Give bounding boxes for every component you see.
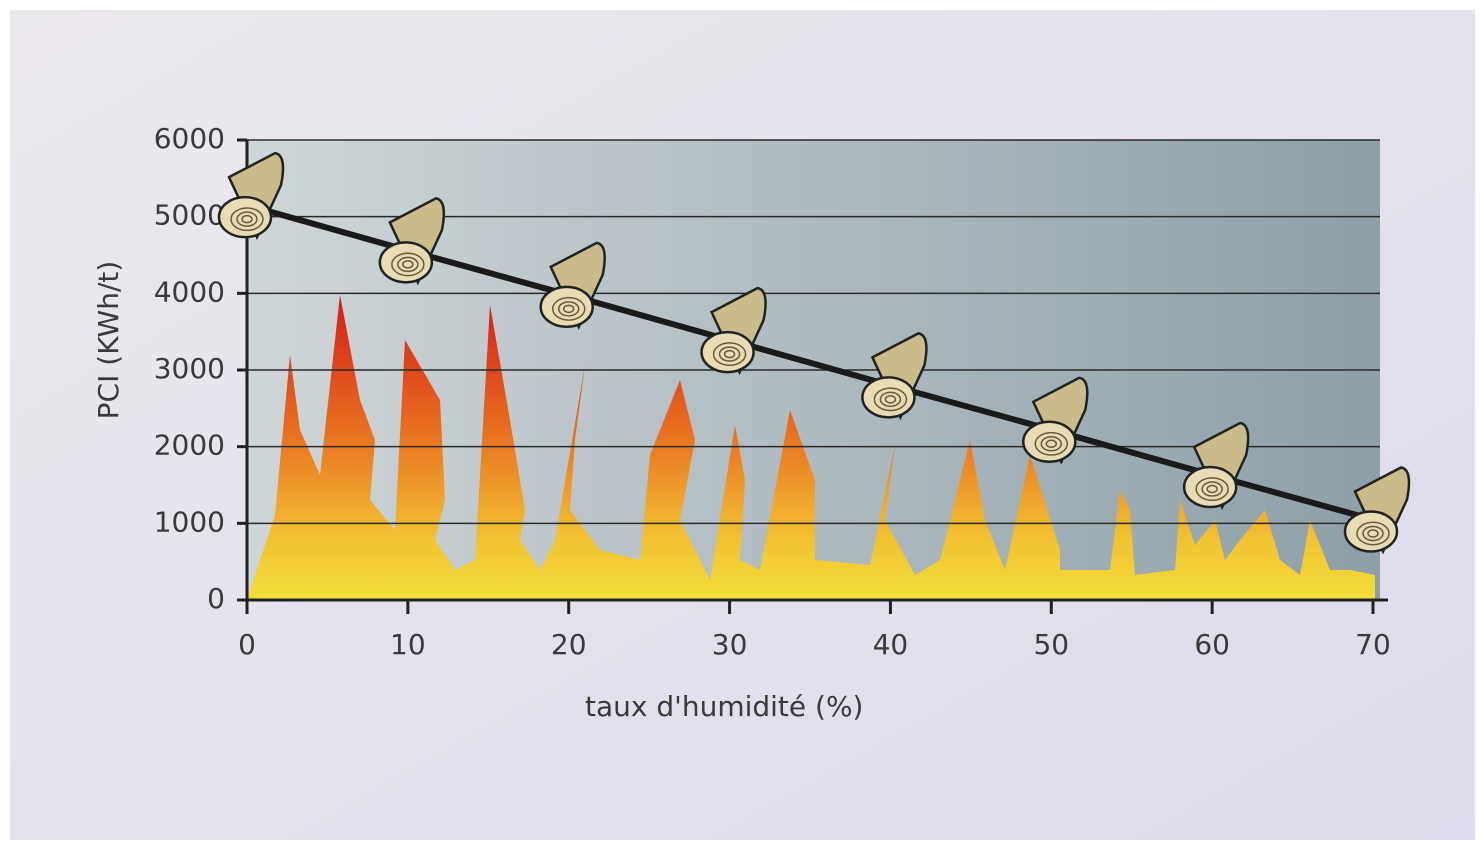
y-tick-label: 2000 — [154, 429, 225, 462]
y-tick-label: 0 — [207, 582, 225, 615]
log-ring — [1201, 481, 1223, 497]
log-ring — [1045, 439, 1058, 449]
log-ring — [718, 346, 741, 362]
x-axis-label: taux d'humidité (%) — [585, 690, 863, 723]
log-ring — [1367, 529, 1379, 538]
log-ring — [1195, 477, 1229, 501]
log-ring — [1034, 431, 1069, 456]
log-marker — [1343, 466, 1411, 555]
log-marker — [700, 286, 767, 376]
log-ring — [230, 207, 264, 232]
log-ring — [402, 260, 414, 269]
x-tick-label: 50 — [1033, 628, 1069, 661]
log-marker — [539, 241, 606, 330]
x-tick-label: 60 — [1194, 628, 1230, 661]
log-marker — [217, 151, 285, 241]
x-tick-label: 0 — [238, 628, 256, 661]
log-body — [388, 197, 446, 286]
y-axis-label: PCI (KWh/t) — [92, 261, 125, 420]
log-ring — [884, 395, 897, 404]
y-tick-label: 3000 — [154, 352, 225, 385]
log-body — [227, 151, 285, 241]
log-ring — [879, 391, 902, 408]
log-body — [870, 332, 928, 421]
flames — [247, 295, 1375, 600]
log-marker — [861, 332, 928, 421]
log-ring — [562, 304, 575, 314]
log-ring — [391, 252, 425, 277]
log-marker — [1182, 421, 1250, 511]
log-body — [549, 241, 606, 330]
log-ring — [1356, 521, 1390, 546]
log-ring — [712, 342, 747, 367]
log-ring — [397, 256, 419, 273]
log-ring — [1206, 484, 1218, 494]
x-tick-label: 20 — [551, 628, 587, 661]
log-ring — [1040, 436, 1063, 452]
log-marker — [378, 197, 446, 286]
log-body — [1192, 421, 1250, 511]
x-tick-label: 70 — [1355, 628, 1391, 661]
log-body — [709, 286, 767, 376]
data-line — [246, 202, 1374, 523]
y-tick-label: 6000 — [154, 122, 225, 155]
x-tick-label: 10 — [390, 628, 426, 661]
log-ring — [551, 296, 586, 321]
y-tick-label: 1000 — [154, 505, 225, 538]
log-body — [1353, 466, 1411, 555]
x-tick-label: 40 — [873, 628, 909, 661]
log-ring — [1362, 525, 1384, 542]
y-tick-label: 4000 — [154, 275, 225, 308]
log-ring — [723, 349, 736, 359]
x-tick-label: 30 — [712, 628, 748, 661]
log-marker — [1022, 376, 1089, 465]
log-ring — [241, 214, 253, 224]
log-ring — [236, 211, 258, 227]
chart-layer: 0 1000 2000 3000 4000 5000 6000 0 10 20 30 40 50 60 70 — [154, 122, 1411, 661]
y-tick-label: 5000 — [154, 199, 225, 232]
log-body — [1031, 376, 1089, 465]
log-ring — [873, 387, 908, 412]
log-ring — [557, 301, 580, 317]
